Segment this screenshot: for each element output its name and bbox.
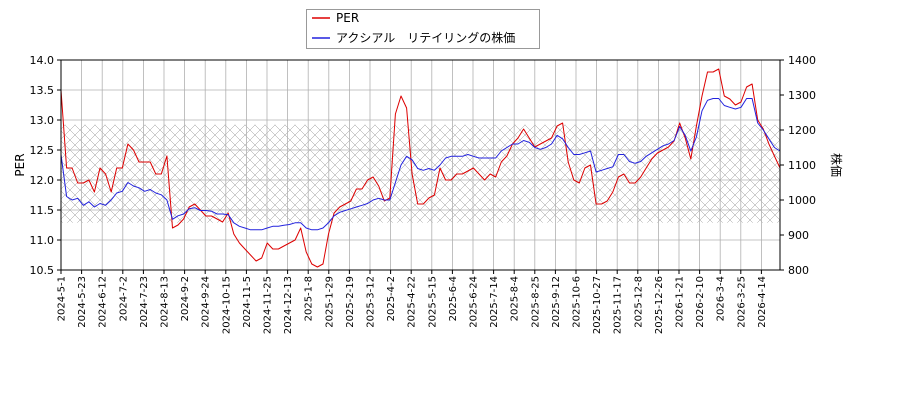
x-tick-label: 2026-1-21 [675, 276, 686, 328]
y-right-tick-label: 900 [788, 229, 809, 242]
y-right-tick-label: 1400 [788, 54, 816, 67]
stock-price-series-line [60, 98, 781, 231]
x-tick-label: 2025-6-24 [469, 276, 480, 328]
x-tick-label: 2025-4-2 [386, 276, 397, 321]
x-tick-label: 2025-8-4 [510, 276, 521, 321]
x-tick-label: 2025-12-26 [654, 276, 665, 334]
x-tick-label: 2024-9-24 [201, 276, 212, 328]
x-tick-label: 2026-4-14 [757, 276, 768, 328]
x-tick-label: 2024-8-13 [160, 276, 171, 328]
x-tick-label: 2025-1-8 [304, 276, 315, 321]
y-left-tick-label: 10.5 [30, 264, 55, 277]
y-right-axis-label: 株価 [829, 153, 844, 177]
x-tick-label: 2025-11-17 [613, 276, 624, 334]
x-tick-label: 2025-2-19 [345, 276, 356, 328]
x-tick-label: 2025-3-12 [366, 276, 377, 328]
x-tick-label: 2025-1-29 [324, 276, 335, 328]
y-left-tick-label: 12.0 [30, 174, 55, 187]
x-tick-label: 2024-11-5 [242, 276, 253, 328]
legend-stock-label: アクシアル リテイリングの株価 [336, 30, 515, 45]
y-left-tick-label: 13.0 [30, 114, 55, 127]
y-right-tick-label: 1200 [788, 124, 816, 137]
y-right-tick-label: 1000 [788, 194, 816, 207]
y-left-tick-label: 11.5 [30, 204, 55, 217]
y-left-tick-label: 12.5 [30, 144, 55, 157]
x-tick-label: 2024-7-2 [118, 276, 129, 321]
x-tick-label: 2025-10-27 [592, 276, 603, 334]
y-left-tick-label: 13.5 [30, 84, 55, 97]
x-tick-label: 2024-5-23 [77, 276, 88, 328]
legend-per-label: PER [336, 11, 359, 25]
y-right-tick-label: 800 [788, 264, 809, 277]
x-tick-label: 2025-8-25 [530, 276, 541, 328]
x-tick-label: 2026-2-10 [695, 276, 706, 328]
x-tick-label: 2025-5-15 [427, 276, 438, 328]
x-tick-label: 2025-9-12 [551, 276, 562, 328]
y-right-tick-label: 1100 [788, 159, 816, 172]
y-right-tick-label: 1300 [788, 89, 816, 102]
x-tick-label: 2024-11-25 [263, 276, 274, 334]
y-left-tick-label: 11.0 [30, 234, 55, 247]
x-tick-label: 2024-9-2 [180, 276, 191, 321]
x-tick-label: 2024-7-23 [139, 276, 150, 328]
x-tick-label: 2025-6-4 [448, 276, 459, 321]
x-tick-label: 2025-10-6 [572, 276, 583, 328]
legend-box [306, 9, 540, 49]
per-series-line [60, 68, 781, 268]
y-left-tick-label: 14.0 [30, 54, 55, 67]
x-tick-label: 2024-12-13 [283, 276, 294, 334]
y-left-axis-label: PER [13, 153, 27, 176]
x-tick-label: 2024-6-12 [98, 276, 109, 328]
hatched-band [61, 124, 780, 223]
x-tick-label: 2024-5-1 [57, 276, 68, 321]
x-tick-label: 2024-10-15 [221, 276, 232, 334]
x-tick-label: 2025-7-14 [489, 276, 500, 328]
x-tick-label: 2026-3-4 [716, 276, 727, 321]
x-tick-label: 2025-12-8 [633, 276, 644, 328]
x-tick-label: 2026-3-25 [736, 276, 747, 328]
x-tick-label: 2025-4-22 [407, 276, 418, 328]
